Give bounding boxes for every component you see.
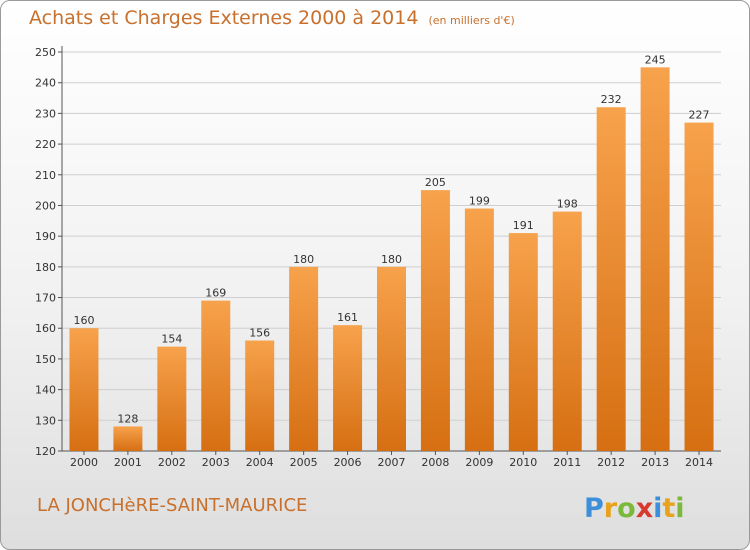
y-tick-label: 230 [35, 107, 56, 120]
y-tick-label: 140 [35, 384, 56, 397]
y-tick-label: 130 [35, 414, 56, 427]
x-tick-label: 2002 [158, 456, 186, 469]
bar [157, 346, 187, 451]
x-tick-label: 2007 [378, 456, 406, 469]
data-label: 169 [205, 287, 226, 300]
x-tick-label: 2000 [70, 456, 98, 469]
x-tick-label: 2003 [202, 456, 230, 469]
data-label: 232 [601, 93, 622, 106]
y-tick-label: 200 [35, 199, 56, 212]
data-label: 180 [293, 253, 314, 266]
commune-name: LA JONCHèRE-SAINT-MAURICE [37, 495, 308, 516]
bar [245, 340, 275, 451]
x-tick-label: 2009 [465, 456, 493, 469]
x-tick-label: 2006 [334, 456, 362, 469]
data-label: 160 [73, 314, 94, 327]
bar [508, 233, 538, 451]
x-tick-label: 2005 [290, 456, 318, 469]
y-tick-label: 210 [35, 169, 56, 182]
data-label: 161 [337, 311, 358, 324]
chart-title: Achats et Charges Externes 2000 à 2014 (e… [29, 7, 515, 29]
y-tick-label: 180 [35, 261, 56, 274]
data-label: 154 [161, 333, 182, 346]
chart-title-text: Achats et Charges Externes 2000 à 2014 [29, 7, 419, 29]
x-tick-label: 2012 [597, 456, 625, 469]
bar [464, 208, 494, 451]
chart-unit: (en milliers d'€) [428, 14, 515, 27]
x-tick-label: 2013 [641, 456, 669, 469]
x-tick-label: 2014 [685, 456, 713, 469]
bar [201, 300, 231, 451]
bar [333, 325, 363, 451]
y-tick-label: 170 [35, 292, 56, 305]
x-tick-label: 2011 [553, 456, 581, 469]
data-label: 191 [513, 219, 534, 232]
x-tick-label: 2010 [509, 456, 537, 469]
y-tick-label: 250 [35, 46, 56, 59]
x-tick-label: 2008 [421, 456, 449, 469]
y-tick-label: 150 [35, 353, 56, 366]
bar [640, 67, 670, 451]
data-label: 180 [381, 253, 402, 266]
data-label: 128 [117, 412, 138, 425]
proxiti-logo: Proxiti [584, 493, 685, 524]
y-tick-label: 190 [35, 230, 56, 243]
svg-text:Proxiti: Proxiti [584, 493, 685, 524]
bar [684, 122, 714, 451]
bar [69, 328, 99, 451]
bar [420, 190, 450, 451]
x-tick-label: 2001 [114, 456, 142, 469]
data-label: 156 [249, 327, 270, 340]
x-tick-label: 2004 [246, 456, 274, 469]
data-label: 199 [469, 195, 490, 208]
data-label: 205 [425, 176, 446, 189]
y-tick-label: 120 [35, 445, 56, 458]
data-label: 227 [689, 109, 710, 122]
data-label: 198 [557, 198, 578, 211]
bar [552, 211, 582, 451]
y-tick-label: 240 [35, 77, 56, 90]
bar [596, 107, 626, 451]
y-tick-label: 220 [35, 138, 56, 151]
bar [113, 426, 143, 451]
data-label: 245 [645, 53, 666, 66]
bar [377, 266, 406, 451]
bar [289, 266, 319, 451]
y-tick-label: 160 [35, 322, 56, 335]
